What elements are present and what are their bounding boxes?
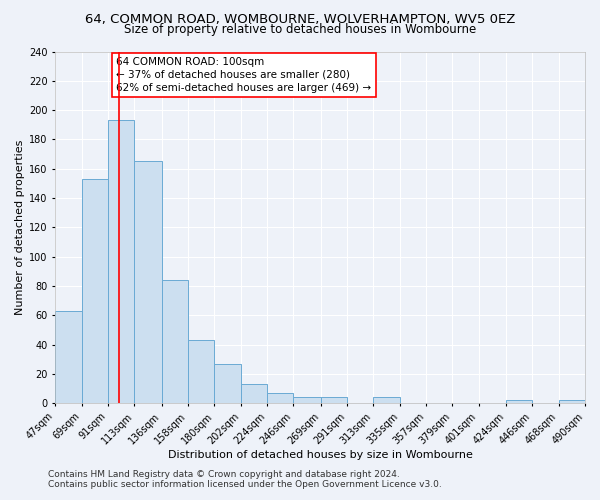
Bar — [559, 400, 585, 404]
Text: Contains HM Land Registry data © Crown copyright and database right 2024.
Contai: Contains HM Land Registry data © Crown c… — [48, 470, 442, 489]
Text: Size of property relative to detached houses in Wombourne: Size of property relative to detached ho… — [124, 22, 476, 36]
X-axis label: Distribution of detached houses by size in Wombourne: Distribution of detached houses by size … — [168, 450, 473, 460]
Text: 64, COMMON ROAD, WOMBOURNE, WOLVERHAMPTON, WV5 0EZ: 64, COMMON ROAD, WOMBOURNE, WOLVERHAMPTO… — [85, 12, 515, 26]
Bar — [82, 179, 108, 404]
Bar — [241, 384, 267, 404]
Bar — [214, 364, 241, 404]
Y-axis label: Number of detached properties: Number of detached properties — [15, 140, 25, 315]
Bar — [506, 400, 532, 404]
Bar — [373, 398, 400, 404]
Bar — [293, 398, 321, 404]
Bar — [55, 311, 82, 404]
Bar — [267, 393, 293, 404]
Text: 64 COMMON ROAD: 100sqm
← 37% of detached houses are smaller (280)
62% of semi-de: 64 COMMON ROAD: 100sqm ← 37% of detached… — [116, 57, 371, 93]
Bar — [108, 120, 134, 404]
Bar — [321, 398, 347, 404]
Bar — [188, 340, 214, 404]
Bar — [134, 162, 162, 404]
Bar — [162, 280, 188, 404]
